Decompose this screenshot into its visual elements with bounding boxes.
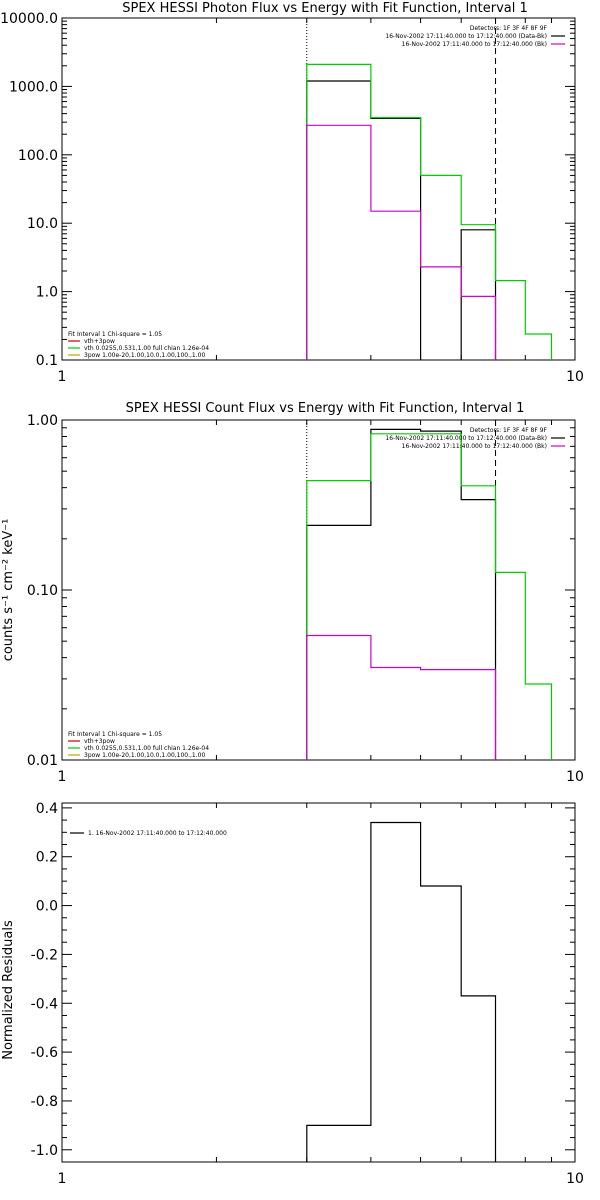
y-tick-label: 1000.0 bbox=[9, 79, 58, 95]
series-0-step-line bbox=[306, 80, 497, 360]
legend-entry-text: 16-Nov-2002 17:11:40.000 to 17:12:40.000… bbox=[385, 33, 547, 40]
legend-detectors: Detectors: 1F 3F 4F 8F 9F bbox=[470, 25, 548, 32]
y-tick-label: -0.6 bbox=[31, 1045, 58, 1061]
plot-frame-2 bbox=[61, 802, 576, 1163]
y-tick-label: 0.2 bbox=[36, 850, 58, 866]
plot-frame-0 bbox=[61, 17, 576, 361]
x-tick-label: 1 bbox=[58, 769, 67, 785]
y-tick-label: -0.2 bbox=[31, 947, 58, 963]
x-tick-label: 1 bbox=[58, 1171, 67, 1187]
x-tick-label: 10 bbox=[566, 769, 584, 785]
legend-fit-entry: vth+3pow bbox=[84, 738, 115, 745]
residuals-y-axis-label: Normalized Residuals bbox=[1, 920, 16, 1060]
count-flux-title: SPEX HESSI Count Flux vs Energy with Fit… bbox=[126, 401, 525, 416]
legend-detectors: Detectors: 1F 3F 4F 8F 9F bbox=[470, 427, 548, 434]
residuals-panel: Normalized Residuals 1 10 -1.0 -0.8 -0.6 -0.4… bbox=[1, 801, 584, 1187]
series-1-step-line bbox=[306, 433, 553, 760]
residual-legend-entry: 1. 16-Nov-2002 17:11:40.000 to 17:12:40.… bbox=[88, 830, 227, 837]
photon-flux-panel: SPEX HESSI Photon Flux vs Energy with Fi… bbox=[0, 1, 584, 385]
y-tick-label: 1.00 bbox=[27, 413, 58, 429]
legend-entry-text: 16-Nov-2002 17:11:40.000 to 17:12:40.000… bbox=[402, 41, 547, 48]
y-tick-label: 0.01 bbox=[27, 753, 58, 769]
legend-fit-header: Fit Interval 1 Chi-square = 1.05 bbox=[68, 331, 162, 338]
count-flux-y-axis-label: counts s⁻¹ cm⁻² keV⁻¹ bbox=[1, 519, 16, 662]
x-tick-label: 1 bbox=[58, 369, 67, 385]
series-2-step-line bbox=[306, 124, 497, 360]
y-tick-label: 1.0 bbox=[36, 285, 58, 301]
y-tick-label: -0.8 bbox=[31, 1094, 58, 1110]
legend-fit-entry: vth+3pow bbox=[84, 338, 115, 345]
x-tick-label: 10 bbox=[566, 369, 584, 385]
legend-fit-entry: vth 0.0255,0.531,1.00 full chian 1.26e-0… bbox=[84, 745, 209, 752]
y-tick-label: -1.0 bbox=[31, 1143, 58, 1159]
y-tick-label: 0.0 bbox=[36, 899, 58, 915]
y-tick-label: 0.10 bbox=[27, 583, 58, 599]
legend-entry-text: 16-Nov-2002 17:11:40.000 to 17:12:40.000… bbox=[385, 435, 547, 442]
series-1-step-line bbox=[306, 63, 553, 360]
y-tick-label: 10.0 bbox=[27, 216, 58, 232]
count-flux-panel: SPEX HESSI Count Flux vs Energy with Fit… bbox=[1, 401, 584, 785]
series-2-step-line bbox=[306, 634, 497, 760]
series-0-step-line bbox=[306, 428, 497, 760]
plot-frame-1 bbox=[61, 419, 576, 761]
photon-flux-title: SPEX HESSI Photon Flux vs Energy with Fi… bbox=[122, 1, 528, 16]
y-tick-label: 0.4 bbox=[36, 801, 58, 817]
legend-fit-entry: vth 0.0255,0.531,1.00 full chian 1.26e-0… bbox=[84, 345, 209, 352]
y-tick-label: 100.0 bbox=[18, 148, 58, 164]
legend-fit-header: Fit Interval 1 Chi-square = 1.05 bbox=[68, 731, 162, 738]
legend-fit-entry: 3pow 1.00e-20,1.00,10.0,1.00,100.,1.00 bbox=[84, 752, 205, 759]
legend-fit-entry: 3pow 1.00e-20,1.00,10.0,1.00,100.,1.00 bbox=[84, 352, 205, 359]
y-tick-label: -0.4 bbox=[31, 996, 58, 1012]
y-tick-label: 10000.0 bbox=[0, 11, 58, 27]
series-0-step-line bbox=[306, 821, 497, 1162]
y-tick-label: 0.1 bbox=[36, 353, 58, 369]
legend-entry-text: 16-Nov-2002 17:11:40.000 to 17:12:40.000… bbox=[402, 443, 547, 450]
x-tick-label: 10 bbox=[566, 1171, 584, 1187]
